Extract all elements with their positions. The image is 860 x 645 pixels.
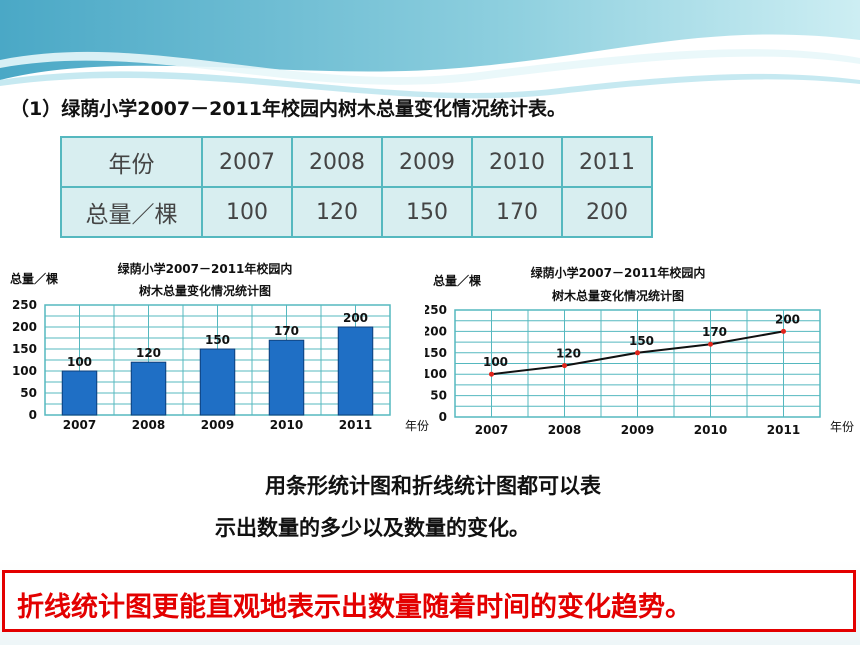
data-point <box>781 328 786 334</box>
y-tick-label: 0 <box>439 410 447 424</box>
bar <box>199 348 236 416</box>
data-label: 200 <box>775 312 800 326</box>
plot-border <box>454 309 821 418</box>
y-tick-label: 50 <box>20 386 37 400</box>
y-tick-label: 150 <box>12 342 37 356</box>
data-point <box>562 363 567 369</box>
data-point <box>489 371 494 377</box>
data-label: 150 <box>205 333 230 347</box>
table-cell-year: 2011 <box>561 136 653 188</box>
bar <box>337 326 374 416</box>
table-cell-total: 200 <box>561 186 653 238</box>
data-label: 200 <box>343 311 368 325</box>
x-tick-label: 2008 <box>132 418 165 432</box>
table-cell-year: 2007 <box>201 136 293 188</box>
table-cell-year: 2008 <box>291 136 383 188</box>
y-tick-label: 200 <box>425 324 447 338</box>
table-cell-year: 2009 <box>381 136 473 188</box>
top-wave-banner <box>0 0 860 99</box>
x-axis-label: 年份 <box>405 419 429 433</box>
y-tick-label: 50 <box>430 389 447 403</box>
x-tick-label: 2010 <box>694 423 727 437</box>
y-tick-label: 150 <box>425 346 447 360</box>
bar <box>268 339 305 416</box>
data-label: 100 <box>67 355 92 369</box>
x-tick-label: 2009 <box>201 418 234 432</box>
y-tick-label: 200 <box>12 320 37 334</box>
data-label: 100 <box>483 355 508 369</box>
note-line-1: 用条形统计图和折线统计图都可以表 <box>265 474 601 498</box>
table-row-header-total: 总量／棵 <box>60 186 203 238</box>
table-cell-year: 2010 <box>471 136 563 188</box>
chart-title-line-2: 树木总量变化情况统计图 <box>139 283 271 298</box>
data-label: 120 <box>556 347 581 361</box>
data-label: 170 <box>274 324 299 338</box>
data-label: 120 <box>136 346 161 360</box>
y-tick-label: 250 <box>425 303 447 317</box>
x-tick-label: 2009 <box>621 423 654 437</box>
data-label: 170 <box>702 325 727 339</box>
page-title: （1）绿荫小学2007－2011年校园内树木总量变化情况统计表。 <box>10 98 566 120</box>
table-cell-total: 120 <box>291 186 383 238</box>
conclusion-box: 折线统计图更能直观地表示出数量随着时间的变化趋势。 <box>2 570 856 632</box>
x-tick-label: 2011 <box>339 418 372 432</box>
x-tick-label: 2011 <box>767 423 800 437</box>
x-tick-label: 2010 <box>270 418 303 432</box>
y-tick-label: 0 <box>29 408 37 422</box>
x-tick-label: 2007 <box>63 418 96 432</box>
table-cell-total: 170 <box>471 186 563 238</box>
chart-title-line-1: 绿荫小学2007－2011年校园内 <box>531 265 706 280</box>
bar <box>61 370 98 416</box>
chart-title-line-1: 绿荫小学2007－2011年校园内 <box>118 261 293 276</box>
y-tick-label: 100 <box>12 364 37 378</box>
y-tick-label: 100 <box>425 367 447 381</box>
table-row: 总量／棵 100 120 150 170 200 <box>60 186 653 238</box>
y-tick-label: 250 <box>12 298 37 312</box>
chart-title-line-2: 树木总量变化情况统计图 <box>552 288 684 303</box>
table-cell-total: 100 <box>201 186 293 238</box>
data-label: 150 <box>629 334 654 348</box>
x-tick-label: 2008 <box>548 423 581 437</box>
table-cell-total: 150 <box>381 186 473 238</box>
conclusion-text: 折线统计图更能直观地表示出数量随着时间的变化趋势。 <box>17 592 692 623</box>
note-line-2: 示出数量的多少以及数量的变化。 <box>215 516 530 540</box>
table-row: 年份 2007 2008 2009 2010 2011 <box>60 136 653 188</box>
x-axis-label: 年份 <box>830 420 854 434</box>
y-axis-label: 总量／棵 <box>10 271 58 286</box>
bar <box>130 361 167 416</box>
y-axis-label: 总量／棵 <box>433 273 481 288</box>
data-point <box>635 350 640 356</box>
x-tick-label: 2007 <box>475 423 508 437</box>
table-row-header-year: 年份 <box>60 136 203 188</box>
statistics-table: 年份 2007 2008 2009 2010 2011 总量／棵 100 120… <box>60 136 653 238</box>
data-point <box>708 341 713 347</box>
